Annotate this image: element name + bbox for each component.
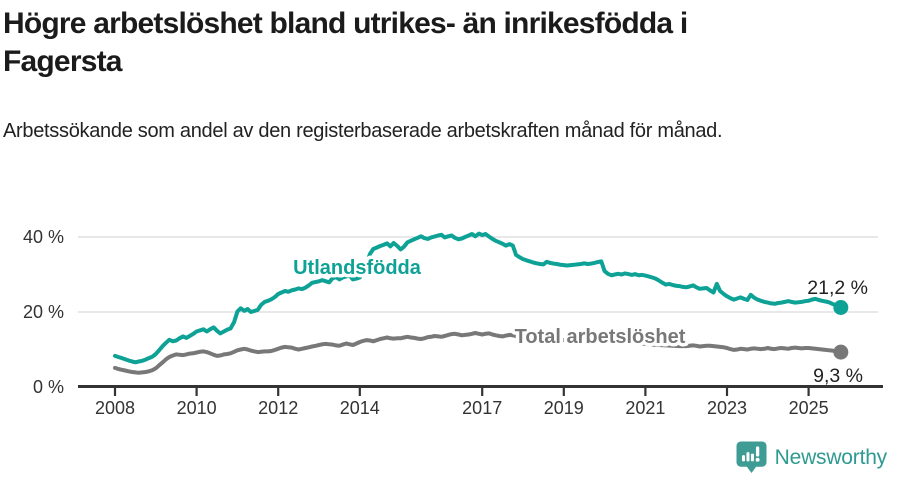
newsworthy-brand: Newsworthy [736, 441, 887, 474]
x-tick-label: 2021 [625, 398, 665, 418]
series-end-dot-utlandsfodda [833, 300, 849, 315]
chart-subtitle: Arbetssökande som andel av den registerb… [3, 120, 723, 142]
x-tick-label: 2010 [177, 398, 217, 418]
series-line-utlandsfodda [113, 231, 843, 365]
y-tick-label: 20 % [23, 302, 64, 322]
series-label-total: Total arbetslöshet [515, 326, 686, 348]
x-tick-label: 2012 [258, 398, 298, 418]
x-tick-label: 2017 [462, 398, 502, 418]
x-tick-label: 2019 [544, 398, 584, 418]
series-line-total [113, 331, 843, 375]
y-tick-label: 0 % [33, 377, 64, 397]
unemployment-line-chart: 2008 2010 2012 2014 2017 2019 2021 2023 2025 0 % 2… [23, 227, 883, 418]
x-tick-label: 2025 [789, 398, 829, 418]
newsworthy-brand-name: Newsworthy [774, 445, 888, 469]
x-tick-label: 2008 [95, 398, 135, 418]
x-tick-label: 2014 [340, 398, 380, 418]
newsworthy-logo-icon [736, 441, 767, 473]
x-tick-label: 2023 [707, 398, 747, 418]
series-end-value-total: 9,3 % [813, 365, 863, 387]
chart-header: Högre arbetslöshet bland utrikes- än inr… [0, 5, 900, 148]
chart-title: Högre arbetslöshet bland utrikes- än inr… [3, 7, 688, 78]
series-label-utlandsfodda: Utlandsfödda [293, 257, 422, 279]
series-end-value-utlandsfodda: 21,2 % [807, 277, 868, 299]
series-end-dot-total [833, 344, 849, 360]
y-tick-label: 40 % [23, 227, 64, 247]
